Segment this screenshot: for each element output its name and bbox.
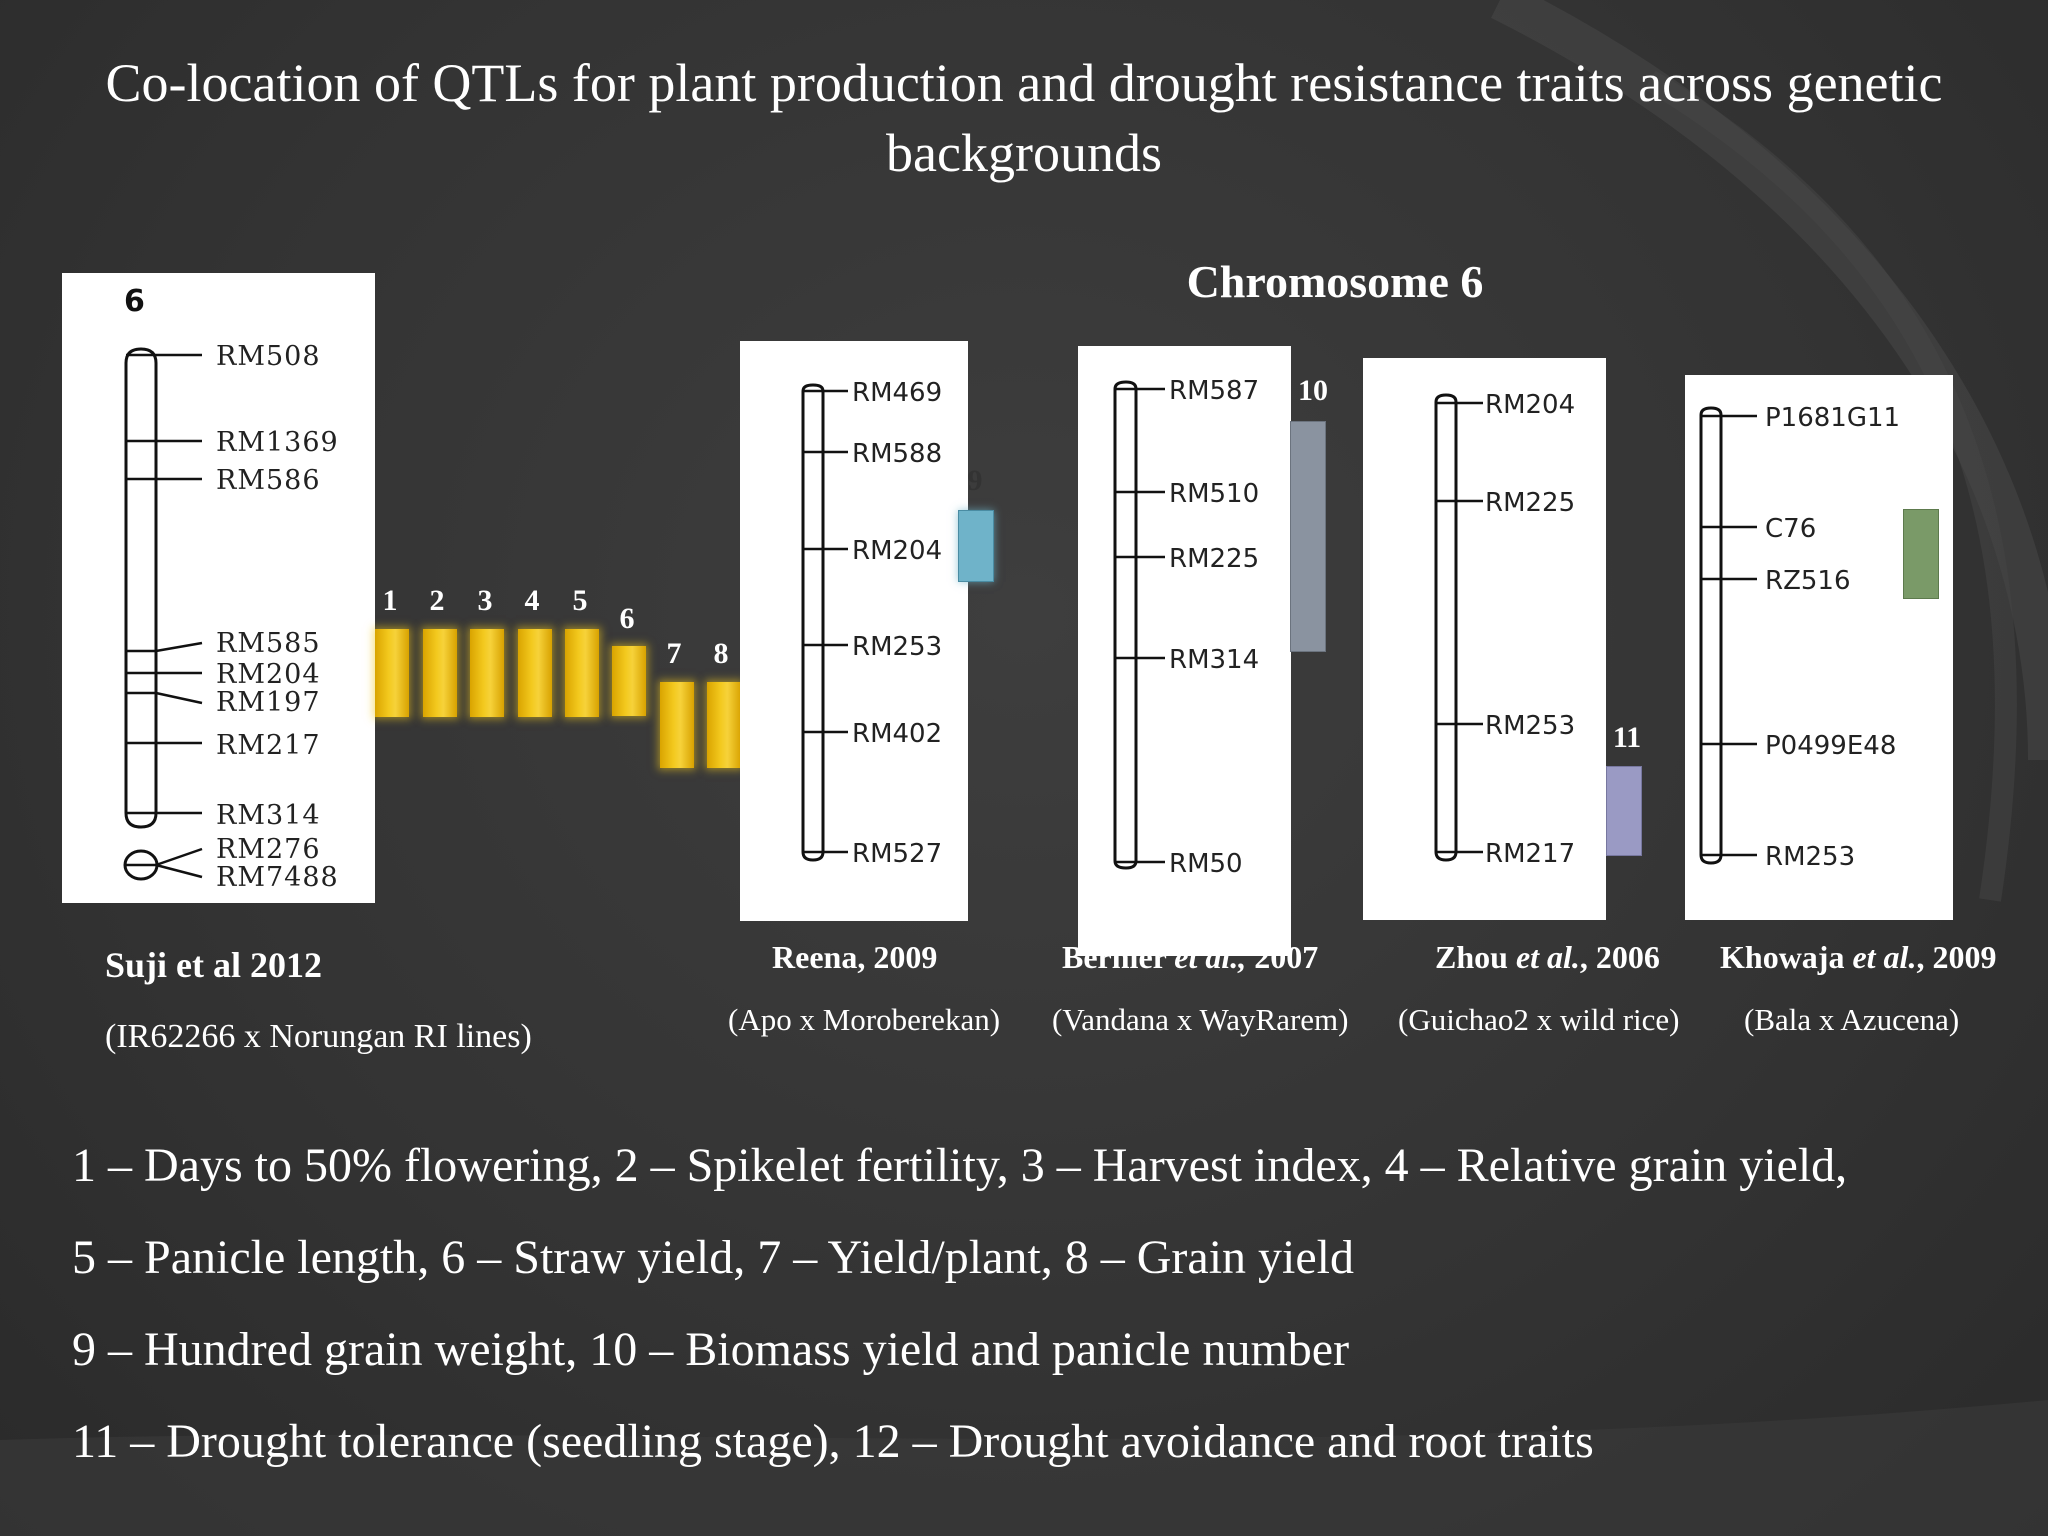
citation-zhou: Zhou et al., 2006 bbox=[1435, 939, 1660, 976]
slide-title: Co-location of QTLs for plant production… bbox=[105, 53, 1943, 183]
citation-year: , 2006 bbox=[1579, 939, 1660, 975]
chromosome-bar bbox=[801, 383, 825, 862]
marker-label: RM586 bbox=[216, 465, 321, 496]
marker-label: RM7488 bbox=[216, 862, 339, 893]
qtl-number: 2 bbox=[429, 584, 445, 617]
marker-label: RM50 bbox=[1169, 849, 1243, 879]
cross-bernier: (Vandana x WayRarem) bbox=[1052, 1002, 1349, 1037]
citation-year: , 2009 bbox=[1916, 939, 1997, 975]
suji-linkage-map: 6 RM508 RM1369 RM586 RM585 RM204 RM197 R… bbox=[62, 273, 375, 903]
qtl-number: 4 bbox=[524, 584, 540, 617]
qtl-number: 9 bbox=[967, 464, 983, 497]
citation-author: Bernier bbox=[1062, 939, 1175, 975]
marker-label: RM587 bbox=[1169, 376, 1259, 406]
chromosome-bar bbox=[1434, 393, 1458, 862]
legend-line: 9 – Hundred grain weight, 10 – Biomass y… bbox=[72, 1323, 1350, 1376]
marker-label: RM197 bbox=[216, 687, 321, 718]
marker-label: P1681G11 bbox=[1765, 403, 1900, 433]
marker-label: RM510 bbox=[1169, 479, 1259, 509]
marker-label: RM585 bbox=[216, 628, 321, 659]
qtl-box-10 bbox=[1290, 421, 1326, 652]
citation-reena: Reena, 2009 bbox=[772, 939, 938, 975]
citation-et-al: et al. bbox=[1515, 939, 1580, 975]
qtl-box-11 bbox=[1606, 766, 1642, 856]
marker-label: RM225 bbox=[1169, 544, 1259, 574]
marker-label: RM217 bbox=[1485, 839, 1575, 869]
marker-label: RM276 bbox=[216, 834, 321, 865]
citation-author: Khowaja bbox=[1720, 939, 1853, 975]
marker-label: RM204 bbox=[852, 536, 942, 566]
chromosome-bar bbox=[1699, 406, 1723, 865]
qtl-bar bbox=[612, 646, 646, 716]
chromosome-bar bbox=[1113, 380, 1138, 870]
marker-label: RM204 bbox=[1485, 390, 1575, 420]
chromosome-heading: Chromosome 6 bbox=[1186, 256, 1484, 307]
qtl-box-9 bbox=[958, 510, 994, 582]
marker-label: RM314 bbox=[216, 800, 321, 831]
reena-map-svg: RM469 RM588 RM204 RM253 RM402 RM527 bbox=[801, 378, 942, 869]
khowaja-linkage-map: P1681G11 C76 RZ516 P0499E48 RM253 bbox=[1685, 375, 1953, 920]
legend-line: 1 – Days to 50% flowering, 2 – Spikelet … bbox=[72, 1139, 1848, 1192]
cross-reena: (Apo x Moroberekan) bbox=[728, 1002, 1001, 1037]
qtl-number: 7 bbox=[666, 637, 682, 670]
citation-suji: Suji et al 2012 bbox=[105, 945, 323, 985]
qtl-number: 10 bbox=[1298, 374, 1328, 407]
marker-label: RM402 bbox=[852, 719, 942, 749]
qtl-bar bbox=[660, 682, 694, 768]
cross-zhou: (Guichao2 x wild rice) bbox=[1398, 1002, 1680, 1037]
citation-bernier: Bernier et al., 2007 bbox=[1062, 939, 1318, 976]
marker-label: RM588 bbox=[852, 439, 942, 469]
marker-label: RM217 bbox=[216, 730, 321, 761]
marker-label: RM527 bbox=[852, 839, 942, 869]
marker-label: RM253 bbox=[1485, 711, 1575, 741]
qtl-number: 6 bbox=[619, 602, 635, 635]
marker-label: RM253 bbox=[1765, 842, 1855, 872]
marker-label: RM314 bbox=[1169, 645, 1259, 675]
marker-label: C76 bbox=[1765, 514, 1816, 544]
reena-linkage-map: RM469 RM588 RM204 RM253 RM402 RM527 bbox=[740, 341, 968, 921]
qtl-bar bbox=[375, 629, 409, 717]
marker-label: RM1369 bbox=[216, 427, 339, 458]
marker-label: P0499E48 bbox=[1765, 731, 1896, 761]
marker-label: RM253 bbox=[852, 632, 942, 662]
qtl-number: 8 bbox=[713, 637, 729, 670]
qtl-bar bbox=[470, 629, 504, 717]
marker-label: RZ516 bbox=[1765, 566, 1851, 596]
qtl-number: 3 bbox=[477, 584, 493, 617]
qtl-bar bbox=[565, 629, 599, 717]
chromosome-bar bbox=[124, 347, 158, 829]
cross-suji: (IR62266 x Norungan RI lines) bbox=[105, 1018, 532, 1055]
qtl-bar bbox=[707, 682, 741, 768]
marker-label: RM469 bbox=[852, 378, 942, 408]
zhou-map-svg: RM204 RM225 RM253 RM217 bbox=[1434, 390, 1575, 869]
suji-marker-ticks bbox=[126, 353, 203, 879]
marker-label: RM225 bbox=[1485, 488, 1575, 518]
bernier-linkage-map: RM587 RM510 RM225 RM314 RM50 bbox=[1078, 346, 1291, 956]
qtl-box-12 bbox=[1903, 509, 1939, 599]
suji-map-svg: 6 RM508 RM1369 RM586 RM585 RM204 RM197 R… bbox=[123, 284, 339, 893]
citation-author: Zhou bbox=[1435, 939, 1516, 975]
citation-year: 2007 bbox=[1246, 939, 1319, 975]
qtl-bar bbox=[423, 629, 457, 717]
marker-label: RM204 bbox=[216, 659, 321, 690]
legend-line: 5 – Panicle length, 6 – Straw yield, 7 –… bbox=[72, 1231, 1355, 1284]
citation-et-al: et al., bbox=[1174, 939, 1247, 975]
citation-et-al: et al. bbox=[1852, 939, 1917, 975]
legend-line: 11 – Drought tolerance (seedling stage),… bbox=[72, 1415, 1594, 1468]
bernier-map-svg: RM587 RM510 RM225 RM314 RM50 bbox=[1113, 376, 1259, 879]
qtl-bar bbox=[518, 629, 552, 717]
cross-khowaja: (Bala x Azucena) bbox=[1744, 1002, 1960, 1037]
qtl-number: 1 bbox=[382, 584, 398, 617]
zhou-linkage-map: RM204 RM225 RM253 RM217 bbox=[1363, 358, 1606, 920]
qtl-number: 11 bbox=[1612, 721, 1642, 754]
marker-label: RM508 bbox=[216, 341, 321, 372]
chromosome-number-label: 6 bbox=[124, 284, 145, 319]
citation-khowaja: Khowaja et al., 2009 bbox=[1720, 939, 1996, 976]
qtl-number: 5 bbox=[572, 584, 588, 617]
khowaja-map-svg: P1681G11 C76 RZ516 P0499E48 RM253 bbox=[1699, 403, 1900, 872]
